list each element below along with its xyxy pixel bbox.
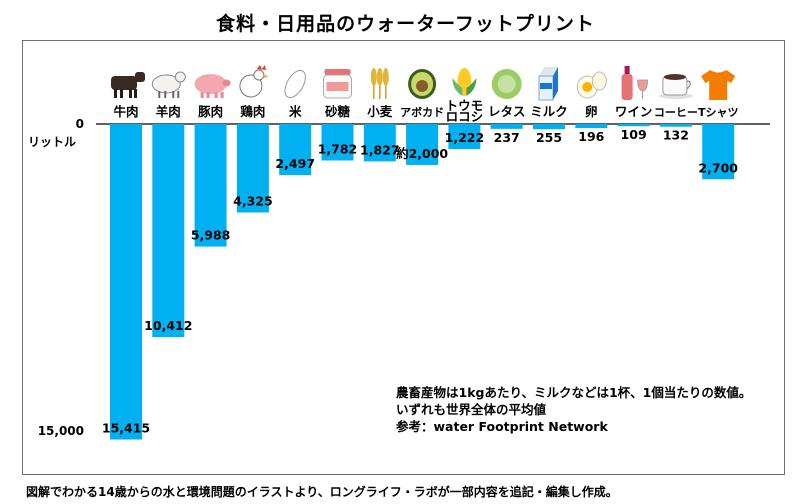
bar [110,124,142,440]
bar [490,124,523,129]
category-label: Tシャツ [698,106,739,119]
bar [617,124,650,127]
milk-carton-icon [538,67,558,101]
bar [279,124,312,176]
category-label: トウモ [446,98,484,113]
category-label: 米 [288,104,302,119]
data-label: 2,700 [698,160,738,175]
category-label: 羊肉 [156,104,181,119]
bar [236,124,269,213]
category-label: 牛肉 [113,104,138,119]
category-label: コーヒー [654,106,698,119]
data-label: 132 [663,128,689,143]
rice-icon [284,69,306,99]
data-label: 255 [536,130,562,145]
category-label: 豚肉 [198,104,223,119]
wine-icon [621,66,649,100]
data-label: 1,782 [318,141,358,156]
note-line-3: 参考：water Footprint Network [396,419,608,434]
category-label: ワイン [615,104,653,119]
bar [702,124,735,180]
category-label: 卵 [585,104,598,119]
category-label: ミルク [530,104,568,119]
y-tick-label: 15,000 [38,424,84,438]
data-label: 10,412 [144,318,192,333]
y-tick-label: 0 [76,117,84,131]
chart-title: 食料・日用品のウォーターフットプリント [216,13,595,35]
egg-icon [576,71,607,99]
note-line-2: いずれも世界全体の平均値 [396,402,547,417]
wheat-icon [370,68,389,99]
cow-icon [111,72,145,98]
sheep-icon [151,71,186,98]
category-label-cont: ロコシ [446,109,484,124]
tshirt-icon [701,70,736,100]
corn-icon [452,68,477,96]
data-label: 1,222 [445,130,485,145]
data-label: 1,827 [360,142,400,157]
bar [194,124,227,247]
bar [321,124,354,161]
note-line-1: 農畜産物は1kgあたり、ミルクなどは1杯、1個当たりの数値。 [396,385,752,400]
chart-frame [22,40,785,475]
data-label: 237 [494,130,520,145]
sugar-jar-icon [323,69,352,99]
data-label: 15,415 [102,420,150,435]
category-label: 砂糖 [324,104,351,119]
bar [659,124,692,127]
data-label: 109 [621,127,647,142]
coffee-cup-icon [658,74,693,99]
y-axis-label: リットル [28,135,76,149]
pig-icon [194,74,231,98]
category-label: レタス [488,104,526,119]
chart-note: 農畜産物は1kgあたり、ミルクなどは1杯、1個当たりの数値。 いずれも世界全体の… [396,384,751,435]
category-label: 鶏肉 [240,104,265,119]
bar [406,124,439,165]
category-label: 小麦 [366,104,393,119]
data-label: 4,325 [233,194,273,209]
bar [152,124,185,338]
bar [575,124,608,129]
source-footer: 図解でわかる14歳からの水と環境問題のイラストより、ロングライフ・ラボが一部内容… [26,485,618,499]
bar [363,124,396,162]
data-label: 5,988 [191,228,231,243]
bar [533,124,565,130]
data-label: 約2,000 [396,146,448,161]
lettuce-icon [491,69,522,99]
category-label: アボカド [400,105,444,119]
avocado-icon [408,69,437,99]
bar [448,124,481,150]
data-label: 2,497 [275,156,315,171]
data-label: 196 [578,129,604,144]
chicken-icon [239,65,269,98]
